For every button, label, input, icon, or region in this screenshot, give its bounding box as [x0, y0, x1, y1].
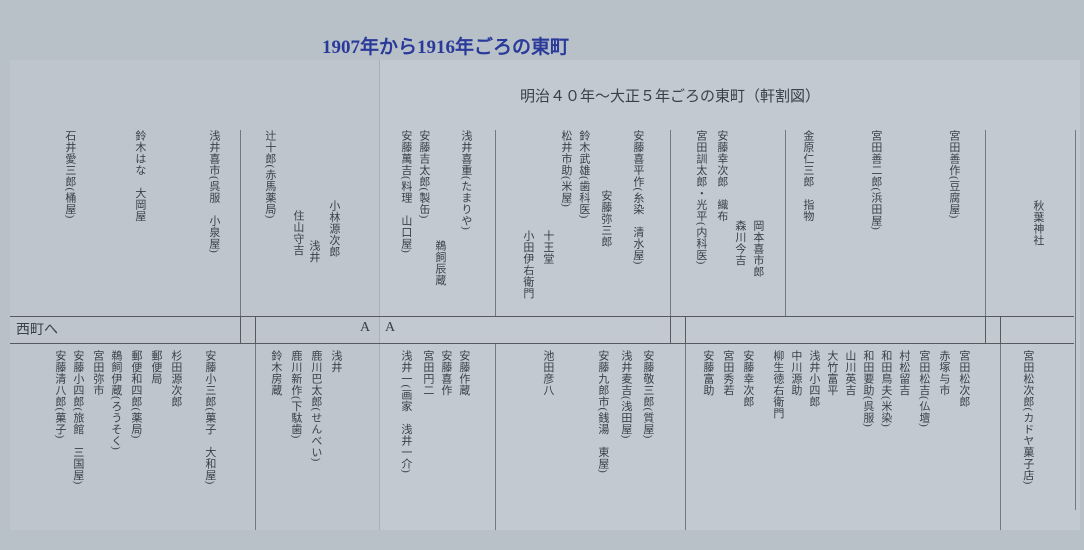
lot-label: 鈴木武雄(歯科医) [576, 130, 591, 316]
lot-label: 安藤作蔵 [456, 350, 471, 530]
lot-label: 浅井 [306, 240, 321, 316]
marker-a-right: A [385, 320, 395, 336]
lot-label: 浅井喜市(呉服 小泉屋) [206, 130, 221, 316]
lot-label: 安藤喜平作(糸染 清水屋) [630, 130, 645, 316]
lot-label: 安藤小三郎(菓子 大和屋) [202, 350, 217, 530]
lot-label: 安藤幸次郎 [740, 350, 755, 530]
lot-label: 柳生徳右衛門 [770, 350, 785, 530]
lot-label: 安藤清八郎(菓子) [52, 350, 67, 530]
block-divider [255, 344, 256, 530]
lot-label: 和田要助(呉服) [860, 350, 875, 530]
lot-label: 安藤喜作 [438, 350, 453, 530]
block-divider [1000, 344, 1001, 530]
lot-label: 赤塚与市 [936, 350, 951, 530]
lot-label: 浅井 [328, 350, 343, 530]
lot-label: 安藤小四郎(旅館 三国屋) [70, 350, 85, 530]
block-divider [785, 130, 786, 316]
marker-a-left: A [360, 320, 370, 336]
lot-label: 宮田円二 [420, 350, 435, 530]
lot-label: 鵜飼伊蔵(ろうそく) [108, 350, 123, 530]
lot-label: 安藤敬三郎(質屋) [640, 350, 655, 530]
lot-label: 郵便和四郎(薬局) [128, 350, 143, 530]
lot-label: 村松留吉 [896, 350, 911, 530]
lot-label: 浅井喜重(たまりや) [458, 130, 473, 316]
lot-label: 安藤吉太郎(製缶) [416, 130, 431, 316]
page-title: 1907年から1916年ごろの東町 [322, 32, 569, 59]
lot-label: 安藤弥三郎 [598, 190, 613, 316]
lot-label: 安藤萬吉(料理 山口屋) [398, 130, 413, 316]
lot-label: 和田鳥夫(米染) [878, 350, 893, 530]
lot-label: 小林源次郎 [326, 200, 341, 316]
lot-label: 鵜飼辰蔵 [432, 240, 447, 316]
lot-label: 宮田弥市 [90, 350, 105, 530]
lot-label: 松井市助(米屋) [558, 130, 573, 316]
lot-label: 岡本喜市郎 [750, 220, 765, 316]
lot-label: 大竹富平 [824, 350, 839, 530]
cross-street [670, 316, 671, 344]
lot-label: 鈴木房蔵 [268, 350, 283, 530]
block-divider [1075, 130, 1076, 510]
lot-label: 浅井一(画家 浅井一介) [398, 350, 413, 530]
cross-street [255, 316, 256, 344]
block-divider [240, 130, 241, 316]
street-line [10, 316, 1074, 344]
lot-label: 石井愛三郎(桶屋) [62, 130, 77, 316]
block-divider [495, 130, 496, 316]
lot-label: 宮田秀若 [720, 350, 735, 530]
west-label: 西町へ [16, 319, 58, 339]
lot-label: 鹿川巴太郎(せんべい) [308, 350, 323, 530]
lot-label: 辻十郎(赤馬薬局) [262, 130, 277, 316]
lot-label: 森川今吉 [732, 220, 747, 316]
lot-label: 安藤九郎市(銭湯 東屋) [595, 350, 610, 530]
lot-label: 金原仁三郎 指物 [800, 130, 815, 316]
cross-street [240, 316, 241, 344]
lot-label: 杉田源次郎 [168, 350, 183, 530]
lot-label: 鹿川新作(下駄歯) [288, 350, 303, 530]
lot-label: 池田彦八 [540, 350, 555, 530]
lot-label: 宮田善二郎(浜田屋) [868, 130, 883, 316]
lot-label: 十王堂 [540, 230, 555, 316]
lot-label: 宮田松次郎 [956, 350, 971, 530]
lot-label: 浅井麦吉(浅田屋) [618, 350, 633, 530]
block-divider [685, 344, 686, 530]
map-subtitle: 明治４０年～大正５年ごろの東町（軒割図） [520, 85, 820, 106]
cross-street [985, 316, 986, 344]
cross-street [1000, 316, 1001, 344]
lot-label: 宮田松次郎(カドヤ菓子店) [1020, 350, 1035, 530]
lot-label: 宮田善作(豆腐屋) [946, 130, 961, 316]
lot-label: 安藤幸次郎 織布 [714, 130, 729, 316]
lot-label: 宮田訓太郎・光平(内科医) [693, 130, 708, 316]
block-divider [670, 130, 671, 316]
lot-label: 鈴木はな 大岡屋 [132, 130, 147, 316]
lot-label: 山川英吉 [842, 350, 857, 530]
lot-label: 住山守吉 [290, 210, 305, 316]
block-divider [495, 344, 496, 530]
lot-label: 秋葉神社 [1030, 200, 1045, 316]
lot-label: 中川源助 [788, 350, 803, 530]
lot-label: 郵便局 [148, 350, 163, 530]
block-divider [985, 130, 986, 316]
cross-street [685, 316, 686, 344]
lot-label: 浅井小四郎 [806, 350, 821, 530]
lot-label: 小田伊右衛門 [520, 230, 535, 316]
lot-label: 安藤富助 [700, 350, 715, 530]
lot-label: 宮田松吉(仏壇) [916, 350, 931, 530]
